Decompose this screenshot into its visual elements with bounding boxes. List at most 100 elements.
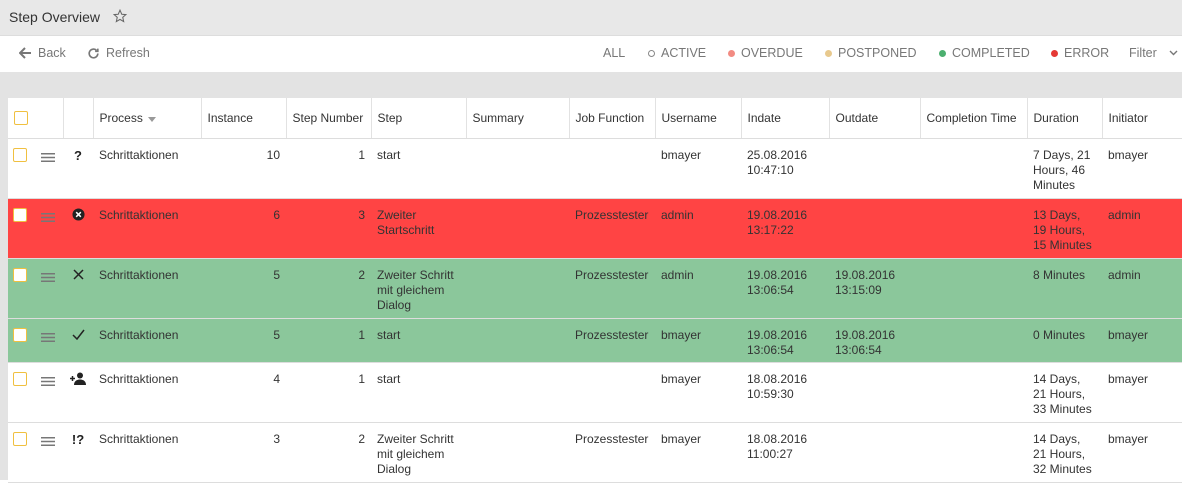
table-row[interactable]: !? Schrittaktionen 3 2 Zweiter Schritt mit g… [8, 422, 1182, 483]
table-cell: 10 [201, 138, 286, 199]
refresh-button[interactable]: Refresh [87, 46, 150, 60]
cell-text: 3 [273, 432, 280, 446]
favorite-star[interactable] [113, 9, 127, 23]
checkbox[interactable] [13, 328, 27, 342]
filter-dot [1051, 49, 1058, 57]
column-header[interactable]: Job Function [569, 98, 656, 139]
cell-text: 5 [273, 268, 280, 282]
cell-text: bmayer [1108, 432, 1149, 446]
column-header[interactable]: Completion Time [920, 98, 1028, 139]
table-cell: 14 Days, 21 Hours, 32 Minutes [1027, 422, 1102, 483]
table-cell: 2 [286, 422, 371, 483]
cell-text: Zweiter Startschritt [377, 208, 435, 237]
cell-text: 19.08.2016 13:06:54 [835, 328, 896, 357]
table-row[interactable]: ? Schrittaktionen 10 1 start bmayer 25.08.2016… [8, 138, 1182, 199]
cell-text: admin [661, 208, 694, 222]
column-label: Completion Time [926, 111, 1017, 125]
cell-text: bmayer [661, 432, 702, 446]
column-header[interactable]: Indate [741, 98, 830, 139]
column-header[interactable]: Process [93, 98, 202, 139]
column-header[interactable]: Duration [1027, 98, 1103, 139]
checkbox[interactable] [13, 432, 27, 446]
filter-option[interactable]: OVERDUE [728, 46, 803, 60]
table-row[interactable]: Schrittaktionen 4 1 start bmayer 18.08.2016 1… [8, 362, 1182, 423]
back-button[interactable]: Back [19, 46, 66, 60]
table-cell [920, 138, 1027, 199]
table-cell: Schrittaktionen [93, 198, 201, 259]
status-icon [70, 372, 86, 388]
table-cell: 0 Minutes [1027, 318, 1102, 363]
refresh-label: Refresh [106, 46, 150, 60]
status-text: !? [71, 432, 85, 447]
checkbox[interactable] [13, 268, 27, 282]
checkbox[interactable] [14, 111, 28, 126]
checkbox[interactable] [13, 208, 27, 222]
filter-label: COMPLETED [952, 46, 1030, 60]
title-bar: Step Overview [0, 0, 1182, 36]
table-cell: Schrittaktionen [93, 422, 201, 483]
filter-menu[interactable]: Filter [1129, 46, 1178, 60]
table-cell: bmayer [655, 318, 741, 363]
filter-dot [648, 49, 655, 57]
cell-text: 2 [358, 432, 365, 446]
filter-label: ERROR [1064, 46, 1110, 60]
row-menu[interactable] [41, 375, 55, 390]
column-header[interactable]: Step [371, 98, 467, 139]
column-header[interactable]: Summary [466, 98, 570, 139]
checkbox[interactable] [13, 148, 27, 162]
cell-text: 1 [358, 328, 365, 342]
column-label: Step [377, 111, 403, 125]
filter-label: ALL [603, 46, 626, 60]
table-cell [829, 198, 920, 259]
row-menu[interactable] [41, 331, 55, 346]
table-cell: Zweiter Startschritt [371, 198, 466, 259]
column-header[interactable]: Outdate [829, 98, 921, 139]
column-label: Duration [1033, 111, 1079, 125]
table-row[interactable]: Schrittaktionen 5 2 Zweiter Schritt mit gle… [8, 258, 1182, 319]
table-cell: 19.08.2016 13:17:22 [741, 198, 829, 259]
cell-text: 4 [273, 372, 280, 386]
row-menu[interactable] [41, 151, 55, 166]
table-cell: Prozesstester [569, 318, 655, 363]
filter-option[interactable]: POSTPONED [825, 46, 917, 60]
column-header[interactable]: Username [655, 98, 742, 139]
table-cell [466, 422, 569, 483]
row-menu[interactable] [41, 271, 55, 286]
checkbox[interactable] [13, 372, 27, 386]
cell-text: start [377, 148, 401, 162]
cell-text: 0 Minutes [1033, 328, 1086, 342]
table-row[interactable]: Schrittaktionen 6 3 Zweiter Startschritt Pro… [8, 198, 1182, 259]
table-cell [829, 138, 920, 199]
filter-option[interactable]: ALL [603, 46, 625, 60]
column-label: Process [99, 111, 143, 125]
cell-text: Prozesstester [575, 268, 649, 282]
cell-text: Prozesstester [575, 208, 649, 222]
table-cell: 25.08.2016 10:47:10 [741, 138, 829, 199]
table-cell: 8 Minutes [1027, 258, 1102, 319]
cell-text: 3 [358, 208, 365, 222]
table-cell [569, 138, 655, 199]
cell-text: Zweiter Schritt mit gleichem Dialog [377, 268, 454, 312]
filter-option[interactable]: ACTIVE [648, 46, 706, 60]
table-cell: admin [655, 258, 741, 319]
table-cell [920, 258, 1027, 319]
cell-text: Schrittaktionen [99, 432, 179, 446]
column-label: Step Number [292, 111, 364, 125]
cell-text: 6 [273, 208, 280, 222]
cell-text: Zweiter Schritt mit gleichem Dialog [377, 432, 454, 476]
cell-text: bmayer [1108, 148, 1149, 162]
table-cell: Schrittaktionen [93, 318, 201, 363]
table-cell: start [371, 318, 466, 363]
cell-text: Prozesstester [575, 328, 649, 342]
filter-option[interactable]: ERROR [1051, 46, 1109, 60]
table-cell: bmayer [1102, 422, 1182, 483]
table-row[interactable]: Schrittaktionen 5 1 start Prozesstester bmaye… [8, 318, 1182, 363]
status-cell [63, 318, 93, 363]
column-header[interactable]: Step Number [286, 98, 372, 139]
filter-option[interactable]: COMPLETED [939, 46, 1030, 60]
column-header[interactable]: Instance [201, 98, 287, 139]
row-menu[interactable] [41, 211, 55, 226]
column-header[interactable]: Initiator [1102, 98, 1182, 139]
cell-text: 19.08.2016 13:17:22 [747, 208, 808, 237]
row-menu[interactable] [41, 435, 55, 450]
